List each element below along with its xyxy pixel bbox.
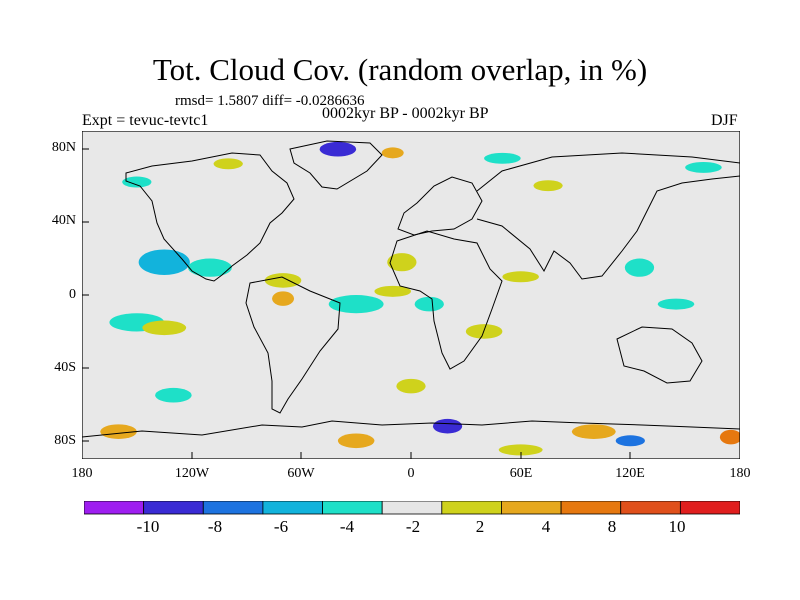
anomaly-layer — [100, 141, 740, 456]
coastlines — [82, 140, 740, 438]
y-tick-label-0: 0 — [69, 287, 76, 302]
coast-africa — [389, 230, 503, 370]
anomaly-patch — [615, 435, 645, 447]
x-tick-label-120e: 120E — [615, 466, 645, 481]
colorbar-box — [381, 501, 443, 515]
colorbar-label: -6 — [273, 517, 289, 536]
colorbar-box — [620, 501, 681, 515]
colorbar-label: -8 — [207, 517, 223, 536]
y-tick-label-40s: 40S — [54, 360, 76, 375]
colorbar-box — [202, 501, 264, 515]
stats-text: rmsd= 1.5807 diff= -0.0286636 — [175, 93, 365, 109]
coast-australia — [616, 326, 703, 384]
x-tick-label-60e: 60E — [509, 466, 533, 481]
anomaly-patch — [381, 147, 404, 159]
x-tick-label-0: 0 — [407, 466, 415, 481]
anomaly-patch — [502, 271, 539, 283]
anomaly-patch — [100, 424, 137, 439]
coast-antarctica — [82, 420, 740, 438]
y-tick-label-80n: 80N — [51, 140, 76, 155]
world-map — [82, 131, 740, 459]
season-label: DJF — [711, 112, 738, 129]
x-tick-label-120w: 120W — [174, 466, 210, 481]
x-tick-label-180e: 180 — [729, 466, 751, 481]
anomaly-patch — [122, 176, 152, 188]
anomaly-patch — [484, 152, 521, 164]
anomaly-patch — [498, 444, 543, 456]
anomaly-patch — [432, 418, 463, 434]
y-tick-label-40n: 40N — [51, 213, 76, 228]
anomaly-patch — [396, 378, 426, 394]
figure-title: Tot. Cloud Cov. (random overlap, in %) — [152, 52, 648, 87]
anomaly-patch — [414, 296, 444, 312]
anomaly-patch — [337, 433, 375, 449]
colorbar-box — [322, 501, 383, 515]
experiment-label: Expt = tevuc-tevtc1 — [82, 112, 209, 129]
anomaly-patch — [374, 285, 411, 297]
x-ticks — [191, 452, 631, 459]
coast-asia — [476, 152, 740, 280]
colorbar-box — [441, 501, 502, 515]
anomaly-patch — [571, 424, 616, 439]
colorbar-label: 10 — [668, 517, 686, 536]
colorbar-label: -2 — [405, 517, 421, 536]
colorbar-box — [679, 501, 740, 515]
colorbar — [84, 501, 740, 515]
anomaly-patch — [657, 298, 695, 310]
colorbar-box — [501, 501, 562, 515]
anomaly-patch — [138, 249, 190, 275]
anomaly-patch — [387, 253, 417, 272]
anomaly-patch — [685, 161, 722, 173]
anomaly-patch — [719, 429, 740, 445]
x-tick-label-60w: 60W — [287, 466, 315, 481]
coast-greenland — [289, 140, 383, 190]
anomaly-patch — [264, 273, 302, 288]
y-tick-label-80s: 80S — [54, 433, 76, 448]
x-tick-label-180w: 180 — [71, 466, 93, 481]
y-ticks — [82, 148, 89, 442]
coast-south-america — [245, 276, 341, 414]
colorbar-label: 8 — [607, 517, 617, 536]
period-label: 0002kyr BP - 0002kyr BP — [322, 105, 489, 122]
anomaly-patch — [272, 291, 295, 306]
anomaly-patch — [213, 158, 243, 170]
colorbar-box — [262, 501, 323, 515]
colorbar-label: 4 — [541, 517, 551, 536]
anomaly-patch — [328, 295, 384, 314]
colorbar-label: -10 — [136, 517, 160, 536]
anomaly-patch — [624, 258, 655, 277]
colorbar-label: 2 — [475, 517, 485, 536]
coast-north-america — [125, 152, 295, 282]
colorbar-box — [84, 501, 145, 515]
anomaly-patch — [533, 180, 563, 192]
colorbar-box — [560, 501, 622, 515]
anomaly-patch — [319, 141, 357, 157]
anomaly-patch — [155, 387, 192, 403]
colorbar-box — [143, 501, 204, 515]
anomaly-patch — [142, 320, 187, 336]
colorbar-label: -4 — [339, 517, 355, 536]
anomaly-patch — [188, 258, 232, 277]
map-background — [82, 131, 740, 459]
